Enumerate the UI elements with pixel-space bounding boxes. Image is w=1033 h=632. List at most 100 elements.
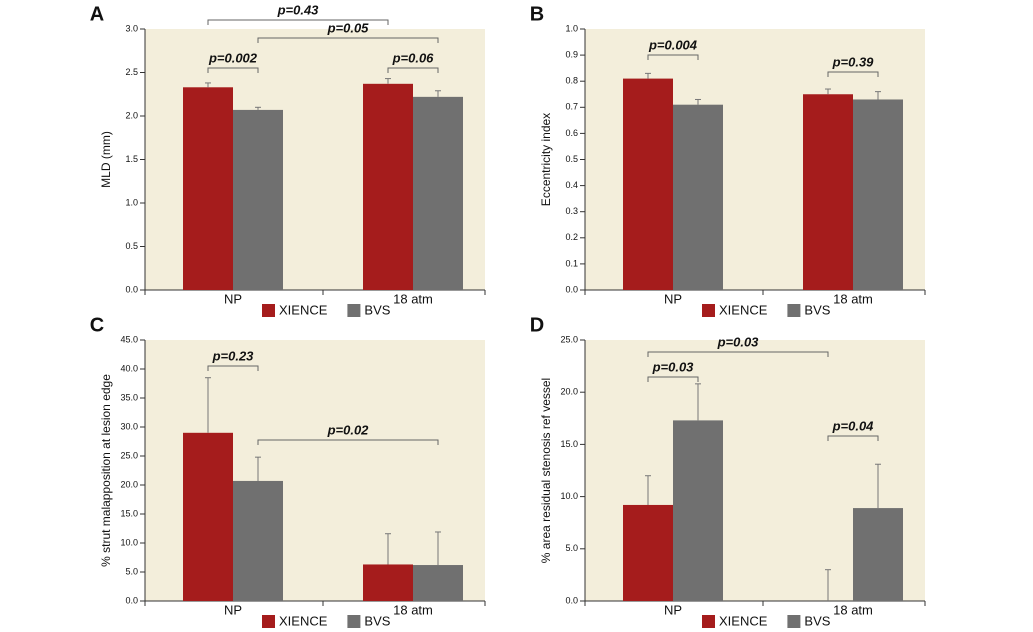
p-value: p=0.06 <box>392 50 435 65</box>
p-value: p=0.02 <box>327 422 370 437</box>
legend-swatch <box>787 304 801 317</box>
y-tick-label: 0.0 <box>125 595 138 605</box>
legend-label: XIENCE <box>279 302 328 317</box>
bracket <box>257 37 439 43</box>
y-tick-label: 1.0 <box>565 23 578 33</box>
y-tick-label: 0.0 <box>565 284 578 294</box>
y-tick-label: 0.4 <box>565 180 578 190</box>
y-tick-label: 10.0 <box>120 537 138 547</box>
error-bar <box>825 569 831 601</box>
y-tick-label: 1.5 <box>125 154 138 164</box>
y-tick-label: 0.8 <box>565 76 578 86</box>
bracket <box>827 435 879 441</box>
error-bar <box>645 72 651 79</box>
y-tick-label: 3.0 <box>125 23 138 33</box>
bar <box>853 508 903 601</box>
bar <box>853 99 903 290</box>
y-tick-label: 0.2 <box>565 232 578 242</box>
error-bar <box>255 106 261 110</box>
legend-swatch <box>347 304 361 317</box>
y-axis-title: % area residual stenosis ref vessel <box>539 378 553 563</box>
legend-swatch <box>702 304 715 317</box>
bar <box>233 109 283 290</box>
legend-swatch <box>262 615 275 628</box>
bar <box>623 78 673 290</box>
error-bar <box>875 91 881 100</box>
bracket <box>647 376 699 382</box>
y-axis-title: MLD (mm) <box>99 131 113 188</box>
p-value: p=0.03 <box>652 359 695 374</box>
bar <box>363 83 413 290</box>
error-bar <box>205 377 211 433</box>
bar <box>413 96 463 290</box>
panel-letter: C <box>90 314 104 336</box>
legend-swatch <box>787 615 801 628</box>
error-bar <box>875 463 881 509</box>
panel-letter: D <box>530 314 544 336</box>
x-tick-label: NP <box>224 291 242 306</box>
p-value: p=0.004 <box>648 37 698 52</box>
error-bar <box>645 475 651 505</box>
p-value: p=0.05 <box>327 20 370 35</box>
panel-letter: A <box>90 3 104 25</box>
p-value: p=0.23 <box>212 348 255 363</box>
y-tick-label: 0.7 <box>565 102 578 112</box>
legend-label: XIENCE <box>279 613 328 628</box>
error-bar <box>435 531 441 566</box>
bar <box>623 504 673 601</box>
y-tick-label: 20.0 <box>120 479 138 489</box>
y-tick-label: 0.6 <box>565 128 578 138</box>
p-value: p=0.03 <box>717 334 760 349</box>
y-tick-label: 25.0 <box>560 334 578 344</box>
legend-swatch <box>262 304 275 317</box>
bracket <box>647 351 829 357</box>
bar <box>673 104 723 290</box>
y-tick-label: 0.0 <box>565 595 578 605</box>
legend-swatch <box>702 615 715 628</box>
y-tick-label: 20.0 <box>560 387 578 397</box>
y-tick-label: 10.0 <box>560 491 578 501</box>
x-tick-label: 18 atm <box>393 291 433 306</box>
y-tick-label: 1.0 <box>125 197 138 207</box>
error-bar <box>385 78 391 84</box>
bar <box>413 565 463 601</box>
p-value: p=0.002 <box>208 50 258 65</box>
bracket <box>827 71 879 77</box>
p-value: p=0.43 <box>277 2 320 17</box>
error-bar <box>255 456 261 481</box>
y-tick-label: 45.0 <box>120 334 138 344</box>
x-tick-label: 18 atm <box>393 602 433 617</box>
bar <box>363 564 413 601</box>
bracket <box>387 67 439 73</box>
panel-letter: B <box>530 3 544 25</box>
bracket <box>207 19 389 25</box>
legend-label: BVS <box>804 613 830 628</box>
y-tick-label: 0.0 <box>125 284 138 294</box>
y-tick-label: 2.5 <box>125 67 138 77</box>
p-value: p=0.04 <box>832 418 875 433</box>
bracket <box>647 54 699 60</box>
bar <box>803 94 853 290</box>
legend-label: BVS <box>804 302 830 317</box>
x-tick-label: NP <box>664 291 682 306</box>
legend-label: XIENCE <box>719 613 768 628</box>
y-tick-label: 0.5 <box>125 241 138 251</box>
y-tick-label: 25.0 <box>120 450 138 460</box>
error-bar <box>205 82 211 88</box>
error-bar <box>695 98 701 105</box>
x-tick-label: NP <box>224 602 242 617</box>
legend-label: BVS <box>364 613 390 628</box>
x-tick-label: 18 atm <box>833 291 873 306</box>
bracket <box>207 67 259 73</box>
bar <box>183 87 233 290</box>
error-bar <box>695 383 701 421</box>
y-tick-label: 30.0 <box>120 421 138 431</box>
legend-swatch <box>347 615 361 628</box>
y-axis-title: Eccentricity index <box>539 113 553 206</box>
y-tick-label: 0.9 <box>565 49 578 59</box>
bracket <box>257 439 439 445</box>
y-tick-label: 15.0 <box>120 508 138 518</box>
y-tick-label: 35.0 <box>120 392 138 402</box>
bar <box>183 432 233 601</box>
